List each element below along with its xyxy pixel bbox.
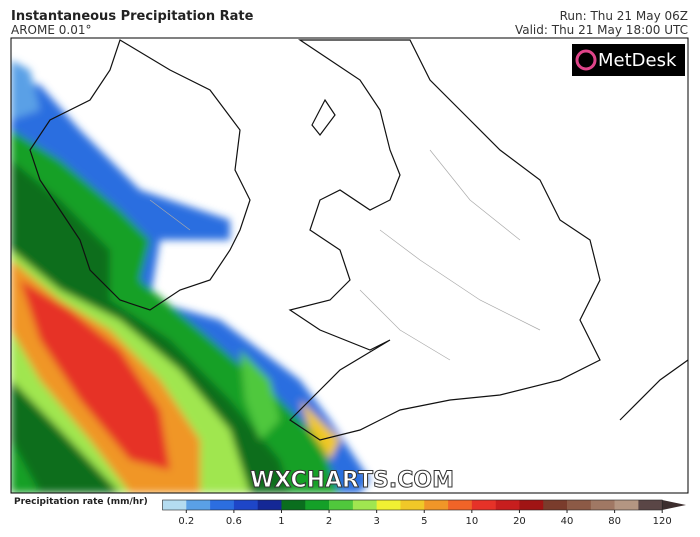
colorbar-frame — [162, 499, 663, 511]
colorbar-segment — [305, 500, 330, 510]
colorbar-tick-label: 5 — [421, 516, 427, 527]
colorbar-segment — [495, 500, 520, 510]
colorbar-arrow — [662, 500, 686, 510]
map: MetDesk WXCHARTS.COM — [11, 38, 688, 493]
colorbar-segment — [543, 500, 568, 510]
colorbar-tick-label: 3 — [373, 516, 379, 527]
coastlines — [29, 39, 688, 441]
rivers — [149, 149, 541, 361]
colorbar-tick-label: 80 — [608, 516, 621, 527]
run-time: Run: Thu 21 May 06Z — [560, 9, 688, 23]
colorbar-segment — [162, 500, 187, 510]
colorbar-segment — [519, 500, 544, 510]
colorbar-tick-label: 0.6 — [226, 516, 242, 527]
colorbar-segment — [329, 500, 354, 510]
colorbar-tick-label: 0.2 — [178, 516, 194, 527]
colorbar-label: Precipitation rate (mm/hr) — [14, 497, 148, 507]
colorbar-segment — [281, 500, 306, 510]
subtitle: AROME 0.01° — [11, 23, 91, 37]
colorbar-segment — [424, 500, 449, 510]
colorbar: 0.2 0.6 1 2 3 5 10 20 40 80 120 — [162, 499, 686, 527]
colorbar-tick-label: 20 — [513, 516, 526, 527]
watermark: WXCHARTS.COM — [250, 468, 454, 493]
colorbar-segment — [471, 500, 496, 510]
colorbar-segment — [352, 500, 377, 510]
colorbar-segment — [448, 500, 473, 510]
colorbar-segment — [614, 500, 639, 510]
colorbar-segment — [376, 500, 401, 510]
logo-box — [572, 44, 685, 76]
colorbar-tick-label: 120 — [653, 516, 672, 527]
colorbar-tick-label: 2 — [326, 516, 332, 527]
colorbar-tick-label: 10 — [465, 516, 478, 527]
colorbar-tick-label: 1 — [278, 516, 284, 527]
logo: MetDesk — [598, 50, 677, 71]
colorbar-tick-label: 40 — [561, 516, 574, 527]
valid-time: Valid: Thu 21 May 18:00 UTC — [515, 23, 688, 37]
colorbar-segment — [400, 500, 425, 510]
title: Instantaneous Precipitation Rate — [11, 9, 254, 24]
colorbar-segment — [210, 500, 235, 510]
colorbar-segment — [257, 500, 282, 510]
colorbar-segment — [233, 500, 258, 510]
colorbar-segment — [590, 500, 615, 510]
colorbar-segment — [567, 500, 592, 510]
map-frame — [10, 37, 689, 494]
colorbar-segment — [638, 500, 663, 510]
colorbar-segment — [186, 500, 211, 510]
logo-icon — [575, 49, 597, 71]
